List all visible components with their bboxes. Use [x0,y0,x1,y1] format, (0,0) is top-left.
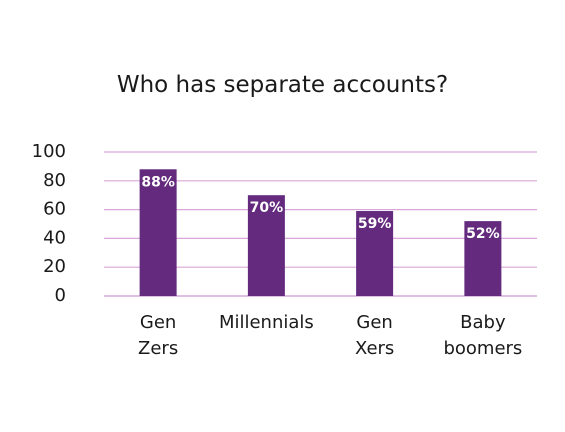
x-tick-label-line: Zers [138,338,178,359]
x-tick-label: Gen Zers [138,312,178,359]
x-tick-label-line: boomers [443,338,522,359]
data-label: 52% [466,226,500,242]
data-labels: 88% 70% 59% 52% [141,174,499,242]
x-tick-label-line: Xers [355,338,394,359]
bar [356,211,394,296]
data-label: 88% [141,174,175,190]
bars [139,169,502,296]
data-label: 70% [250,200,284,216]
data-label: 59% [358,216,392,232]
chart-title: Who has separate accounts? [116,72,449,98]
x-tick-label-line: Gen [140,312,176,333]
y-tick-label: 40 [43,227,66,248]
x-tick-label: Baby boomers [443,312,522,359]
x-tick-label-line: Millennials [219,312,314,333]
y-tick-label: 100 [32,141,66,162]
x-tick-label-line: Gen [356,312,392,333]
y-tick-label: 20 [43,256,66,277]
bar [464,221,502,296]
y-tick-label: 0 [55,285,66,306]
x-tick-label: Millennials [219,312,314,333]
y-tick-label: 80 [43,170,66,191]
bar [139,169,177,296]
x-tick-label: Gen Xers [355,312,394,359]
x-tick-label-line: Baby [460,312,506,333]
x-axis-labels: Gen Zers Millennials Gen Xers Baby boomers [138,312,522,359]
y-axis-ticks: 0 20 40 60 80 100 [32,141,66,306]
y-tick-label: 60 [43,199,66,220]
bar [247,195,285,296]
